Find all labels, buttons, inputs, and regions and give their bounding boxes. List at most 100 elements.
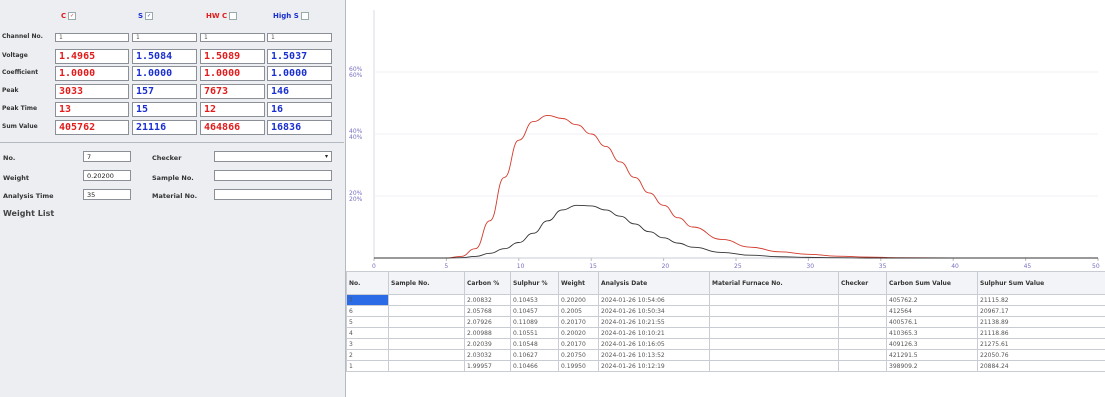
table-cell: 0.10627 <box>510 349 559 361</box>
channel-value-cell: 15 <box>132 102 197 117</box>
table-cell <box>709 294 839 306</box>
table-row[interactable]: 5 2.07926 0.11089 0.20170 2024-01-26 10:21:5… <box>346 316 1105 328</box>
table-cell: 0.10453 <box>510 294 559 306</box>
table-cell <box>709 338 839 350</box>
checker-select[interactable]: ▾ <box>214 151 332 162</box>
table-cell: 7 <box>346 294 389 306</box>
channel-value-cell: 12 <box>200 102 265 117</box>
column-header[interactable]: Carbon % <box>464 271 511 295</box>
sample-no-field[interactable] <box>214 170 332 181</box>
column-header[interactable]: Analysis Date <box>598 271 710 295</box>
table-row[interactable]: 1 1.99957 0.10466 0.19950 2024-01-26 10:12:1… <box>346 360 1105 372</box>
analysis-time-field[interactable]: 35 <box>83 189 131 200</box>
table-cell: 412564 <box>886 305 978 317</box>
table-header-row: No. Sample No. Carbon % Sulphur % Weight Anal… <box>346 271 1105 295</box>
table-row[interactable]: 3 2.02039 0.10548 0.20170 2024-01-26 10:16:0… <box>346 338 1105 350</box>
table-cell: 5 <box>346 316 389 328</box>
table-cell: 0.10551 <box>510 327 559 339</box>
chevron-down-icon[interactable]: ▾ <box>324 153 328 160</box>
column-header[interactable]: Sulphur % <box>510 271 559 295</box>
channel-checkbox[interactable]: ✓ <box>68 12 77 20</box>
sample-no-label: Sample No. <box>152 174 194 182</box>
channel-checkbox[interactable]: ✓ <box>145 12 154 20</box>
table-row[interactable]: 2 2.03032 0.10627 0.20750 2024-01-26 10:13:5… <box>346 349 1105 361</box>
channel-value-cell: 1 <box>267 33 332 42</box>
table-cell <box>388 305 465 317</box>
x-tick-label: 40 <box>951 263 959 270</box>
table-row[interactable]: 6 2.05768 0.10457 0.2005 2024-01-26 10:50:34… <box>346 305 1105 317</box>
channel-value-cell: 157 <box>132 84 197 99</box>
channel-header-label: C <box>61 12 67 20</box>
control-panel: C ✓ S ✓ HW C High S Channel No. 1 1 1 1 Voltage 1.49… <box>0 0 346 397</box>
column-header[interactable]: Carbon Sum Value <box>886 271 978 295</box>
peak-chart: 60%60% 40%40% 20%20% 0 5 10 15 20 25 30 35 40 45 50 <box>349 10 1100 270</box>
table-cell: 0.10466 <box>510 360 559 372</box>
channel-value-cell: 1 <box>55 33 129 42</box>
table-cell: 2024-01-26 10:10:21 <box>598 327 710 339</box>
material-no-field[interactable] <box>214 189 332 200</box>
table-cell: 0.20200 <box>558 294 599 306</box>
column-header[interactable]: Checker <box>838 271 887 295</box>
channel-value-cell: 1.0000 <box>132 66 197 81</box>
channel-value-cell: 1 <box>200 33 265 42</box>
table-cell: 20884.24 <box>977 360 1105 372</box>
channel-value-cell: 1.5084 <box>132 49 197 64</box>
channel-checkbox[interactable] <box>300 12 309 20</box>
table-cell: 0.10548 <box>510 338 559 350</box>
table-cell: 2024-01-26 10:12:19 <box>598 360 710 372</box>
column-header[interactable]: No. <box>346 271 389 295</box>
table-cell <box>388 349 465 361</box>
weight-field[interactable]: 0.20200 <box>83 170 131 181</box>
table-cell: 0.2005 <box>558 305 599 317</box>
table-cell: 2.00832 <box>464 294 511 306</box>
results-pane: 60% 60% 40% 40% 20% 20% 0 5 10 15 20 25 30 35 40 45 50 N… <box>346 0 1105 397</box>
column-header[interactable]: Sulphur Sum Value <box>977 271 1105 295</box>
table-cell <box>388 294 465 306</box>
table-row[interactable]: 7 2.00832 0.10453 0.20200 2024-01-26 10:54:0… <box>346 294 1105 306</box>
table-cell: 1.99957 <box>464 360 511 372</box>
channel-value-cell: 16 <box>267 102 332 117</box>
no-label: No. <box>3 154 16 162</box>
channel-value-cell: 7673 <box>200 84 265 99</box>
table-cell: 21115.82 <box>977 294 1105 306</box>
column-header[interactable]: Weight <box>558 271 599 295</box>
divider <box>0 142 344 143</box>
series-line-0 <box>373 114 1098 259</box>
table-row[interactable]: 4 2.00988 0.10551 0.20020 2024-01-26 10:10:2… <box>346 327 1105 339</box>
table-cell: 405762.2 <box>886 294 978 306</box>
x-tick-label: 0 <box>372 263 376 270</box>
channel-value-cell: 146 <box>267 84 332 99</box>
table-cell: 2024-01-26 10:13:52 <box>598 349 710 361</box>
table-cell: 2 <box>346 349 389 361</box>
table-cell <box>838 349 887 361</box>
channel-value-cell: 21116 <box>132 120 197 135</box>
y-tick-label-secondary: 40% <box>349 134 363 141</box>
table-cell: 21118.86 <box>977 327 1105 339</box>
channel-value-cell: 1.5089 <box>200 49 265 64</box>
row-label: Coefficient <box>2 69 39 76</box>
channel-header-3: High S <box>273 12 309 20</box>
table-cell: 1 <box>346 360 389 372</box>
table-cell: 400576.1 <box>886 316 978 328</box>
x-tick-label: 25 <box>734 263 742 270</box>
column-header[interactable]: Sample No. <box>388 271 465 295</box>
column-header[interactable]: Material Furnace No. <box>709 271 839 295</box>
table-cell <box>709 360 839 372</box>
channel-header-label: S <box>138 12 144 20</box>
channel-value-cell: 1 <box>132 33 197 42</box>
weight-list-title: Weight List <box>3 209 55 218</box>
y-tick-label: 60% <box>349 66 363 73</box>
y-tick-label: 40% <box>349 128 363 135</box>
x-tick-label: 35 <box>879 263 887 270</box>
table-cell: 20967.17 <box>977 305 1105 317</box>
channel-header-1: S ✓ <box>138 12 154 20</box>
table-cell: 398909.2 <box>886 360 978 372</box>
table-cell: 2.05768 <box>464 305 511 317</box>
table-cell <box>709 316 839 328</box>
no-field[interactable]: 7 <box>83 151 131 162</box>
table-cell: 6 <box>346 305 389 317</box>
results-table-container[interactable]: No. Sample No. Carbon % Sulphur % Weight Anal… <box>346 271 1105 397</box>
table-cell <box>838 338 887 350</box>
channel-checkbox[interactable] <box>229 12 238 20</box>
series-line-1 <box>373 204 1098 259</box>
